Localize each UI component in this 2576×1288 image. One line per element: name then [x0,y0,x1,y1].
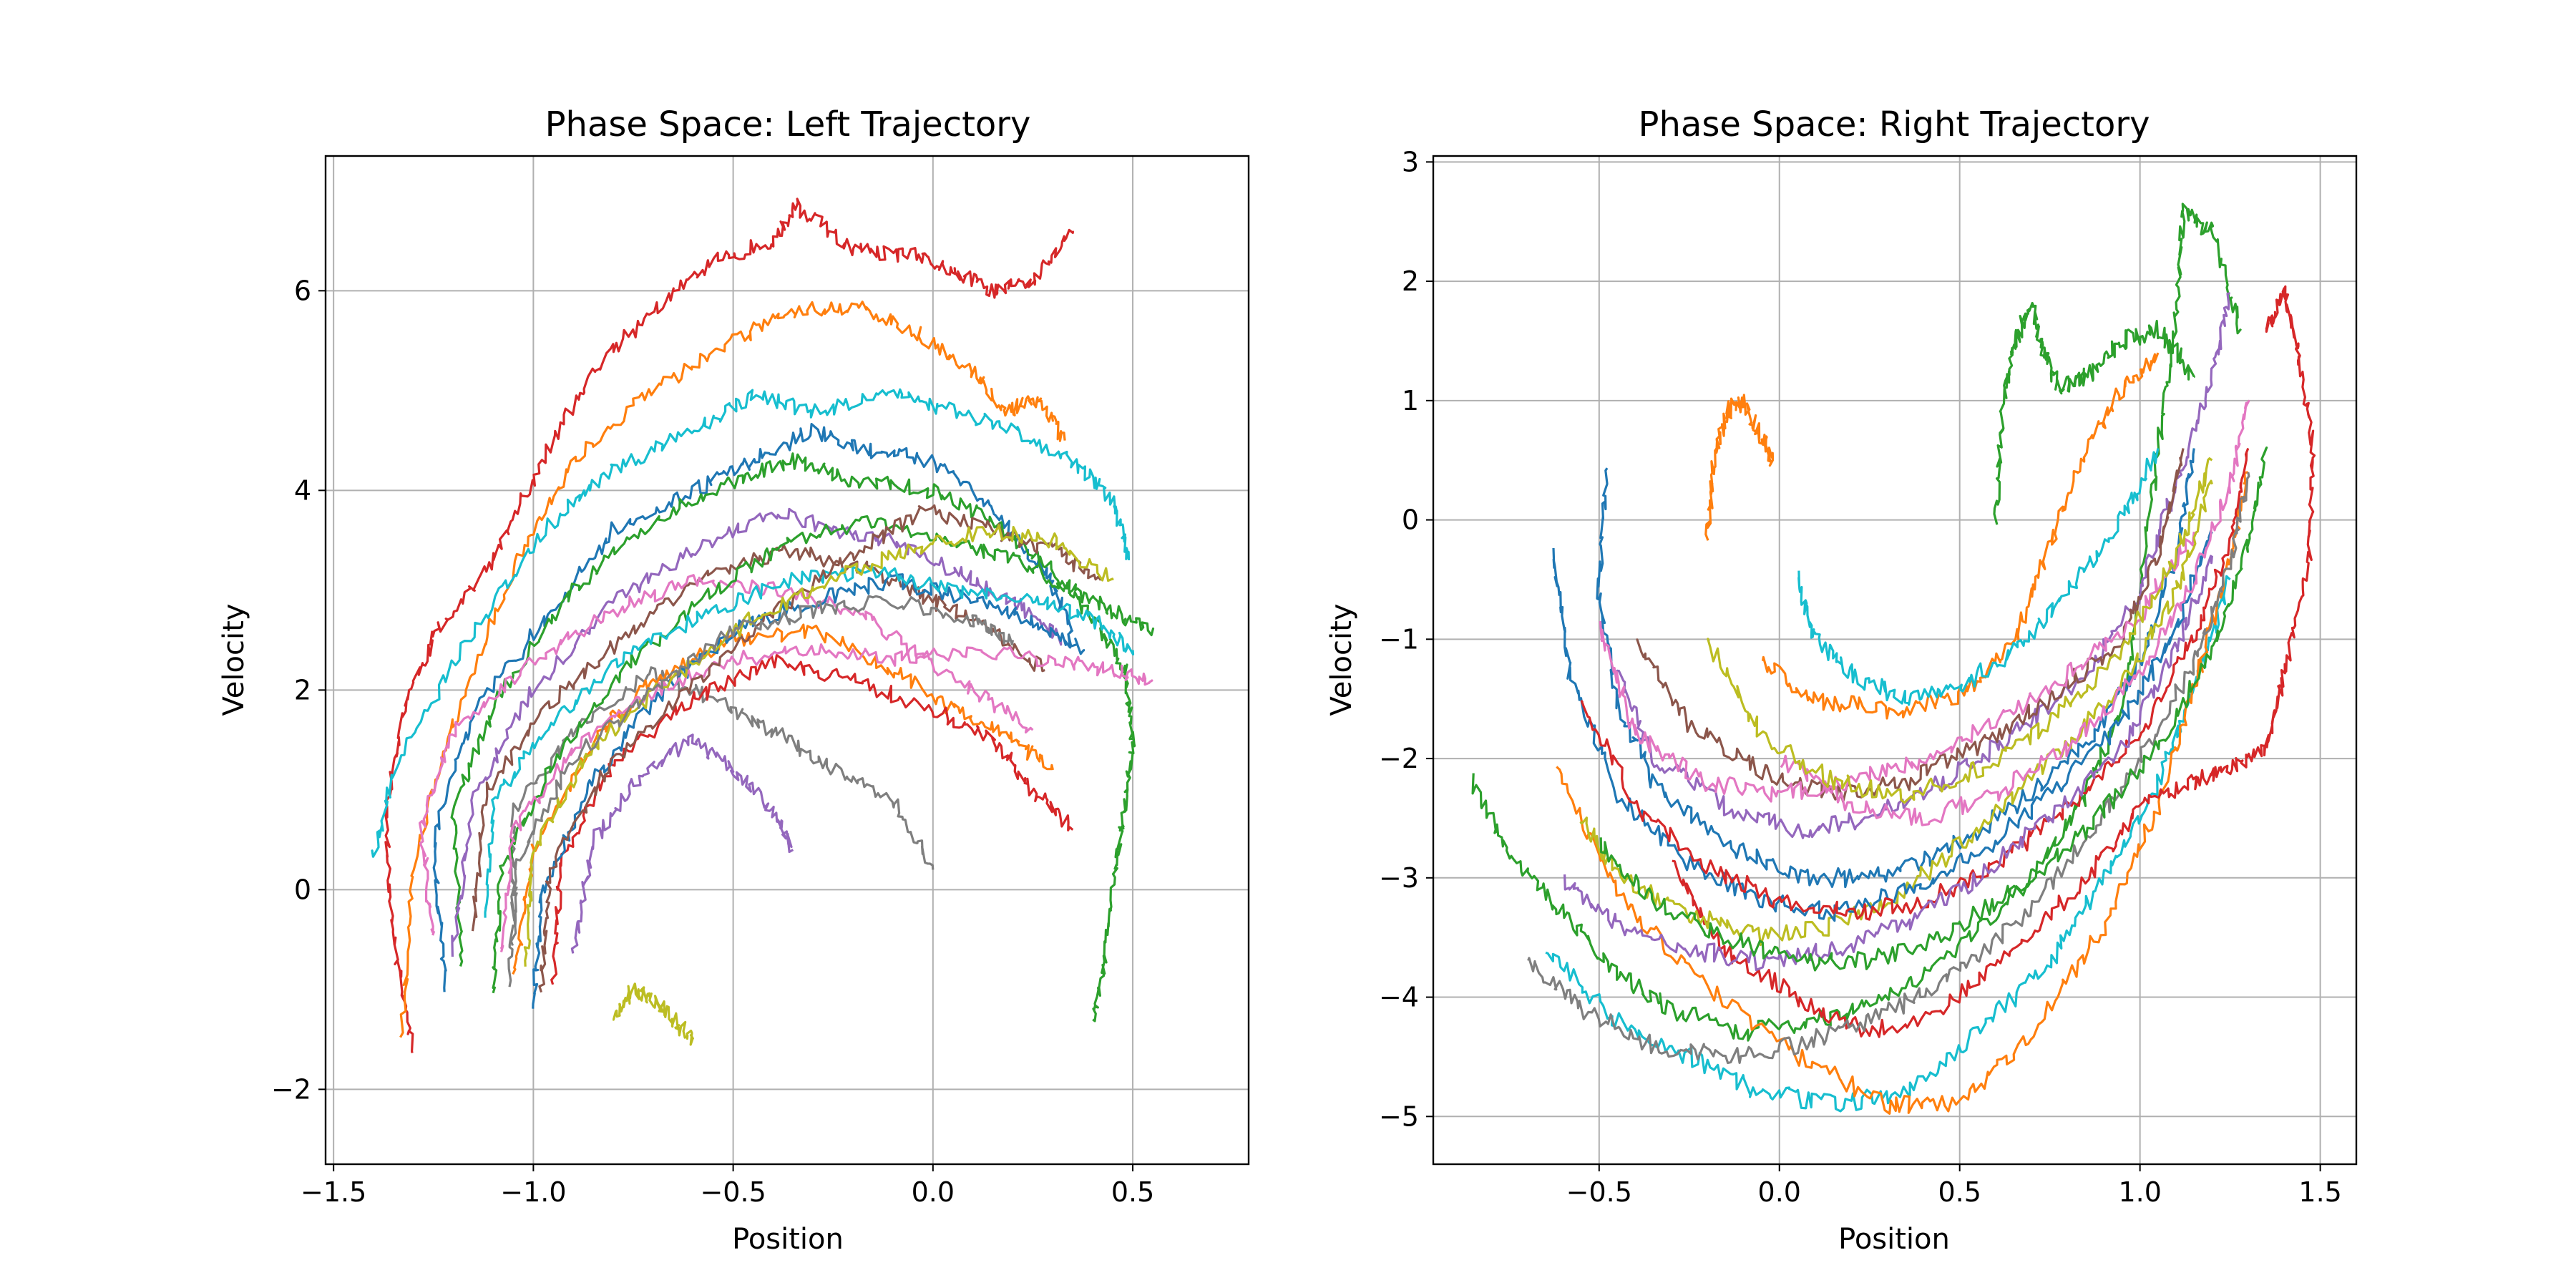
right-trajectory-line [1993,301,2195,525]
left-chart-ylabel: Velocity [218,604,250,716]
left-ytick-label: 6 [294,275,311,306]
right-xtick-label: 0.0 [1758,1176,1801,1208]
left-trajectory-line [451,507,1063,957]
right-chart-title: Phase Space: Right Trajectory [1639,104,2150,145]
right-ytick-label: 2 [1402,265,1419,297]
right-trajectory-line [1527,472,2250,1065]
right-trajectory-line [1761,352,2160,720]
left-ytick-label: 0 [294,874,311,905]
right-trajectory-line [1599,532,2195,803]
left-trajectory-line [523,524,1114,967]
left-trajectory-line [492,515,1155,994]
left-trajectory-line [419,574,1034,936]
right-chart-ticks: −0.5 0.0 0.5 1.0 1.5 −5 −4 −3 −2 −1 0 1 2 3 [1379,146,2342,1208]
right-ytick-label: −3 [1379,862,1419,894]
right-chart-xlabel: Position [1838,1223,1950,1256]
right-ytick-label: 3 [1402,146,1419,177]
right-trajectory-line [1616,292,2230,839]
right-xtick-label: 1.5 [2298,1176,2341,1208]
left-trajectory-line [512,623,1054,975]
left-trajectory-line [570,733,794,954]
right-chart-frame [1432,155,2358,1166]
left-xtick-label: −1.0 [500,1176,566,1208]
left-chart-frame [324,155,1250,1166]
left-chart: Phase Space: Left Trajectory −1.5 −1.0 −0.… [218,104,1250,1256]
left-xtick-label: 0.5 [1111,1176,1154,1208]
right-chart-ylabel: Velocity [1325,604,1358,716]
right-trajectory-line [1797,448,2160,706]
left-trajectory-line [399,301,1066,1038]
left-xtick-label: 0.0 [912,1176,955,1208]
right-trajectory-line [1563,555,2213,972]
right-ytick-label: −1 [1379,623,1419,655]
right-trajectory-line [1704,394,1775,541]
left-chart-ticks: −1.5 −1.0 −0.5 0.0 0.5 −2 0 2 4 6 [271,275,1154,1208]
right-ytick-label: −5 [1379,1101,1419,1132]
left-xtick-label: −0.5 [700,1176,766,1208]
left-trajectory-line [384,197,1074,1053]
right-trajectory-line [1580,447,2250,921]
right-chart: Phase Space: Right Trajectory −0.5 0.0 0.5… [1325,104,2358,1256]
left-trajectory-line [484,564,1135,918]
right-trajectory-line [1780,399,2250,826]
right-trajectory-line [1596,448,2195,889]
right-xtick-label: 1.0 [2118,1176,2161,1208]
left-chart-series [371,197,1155,1053]
left-trajectory-line [509,666,935,947]
left-trajectory-line [450,452,1136,1023]
left-ytick-label: 2 [294,674,311,706]
right-trajectory-line [1599,447,2268,972]
right-trajectory-line [1707,457,2213,804]
left-trajectory-line [371,388,1131,858]
left-trajectory-line [499,643,1153,952]
right-xtick-label: 0.5 [1938,1176,1981,1208]
left-chart-xlabel: Position [732,1223,844,1256]
right-chart-series [1471,203,2316,1115]
left-ytick-label: 4 [294,474,311,506]
right-trajectory-line [1471,203,2243,1042]
right-trajectory-line [1636,448,2185,804]
right-ytick-label: 0 [1402,504,1419,536]
right-ytick-label: 1 [1402,385,1419,416]
left-trajectory-line [612,982,695,1046]
left-trajectory-line [471,543,1045,932]
left-chart-title: Phase Space: Left Trajectory [545,104,1031,145]
right-ytick-label: −4 [1379,982,1419,1013]
left-trajectory-line [507,595,1015,987]
right-trajectory-line [1672,285,2316,1038]
left-xtick-label: −1.5 [301,1176,366,1208]
left-ytick-label: −2 [271,1073,311,1105]
right-xtick-label: −0.5 [1566,1176,1632,1208]
right-ytick-label: −2 [1379,743,1419,774]
